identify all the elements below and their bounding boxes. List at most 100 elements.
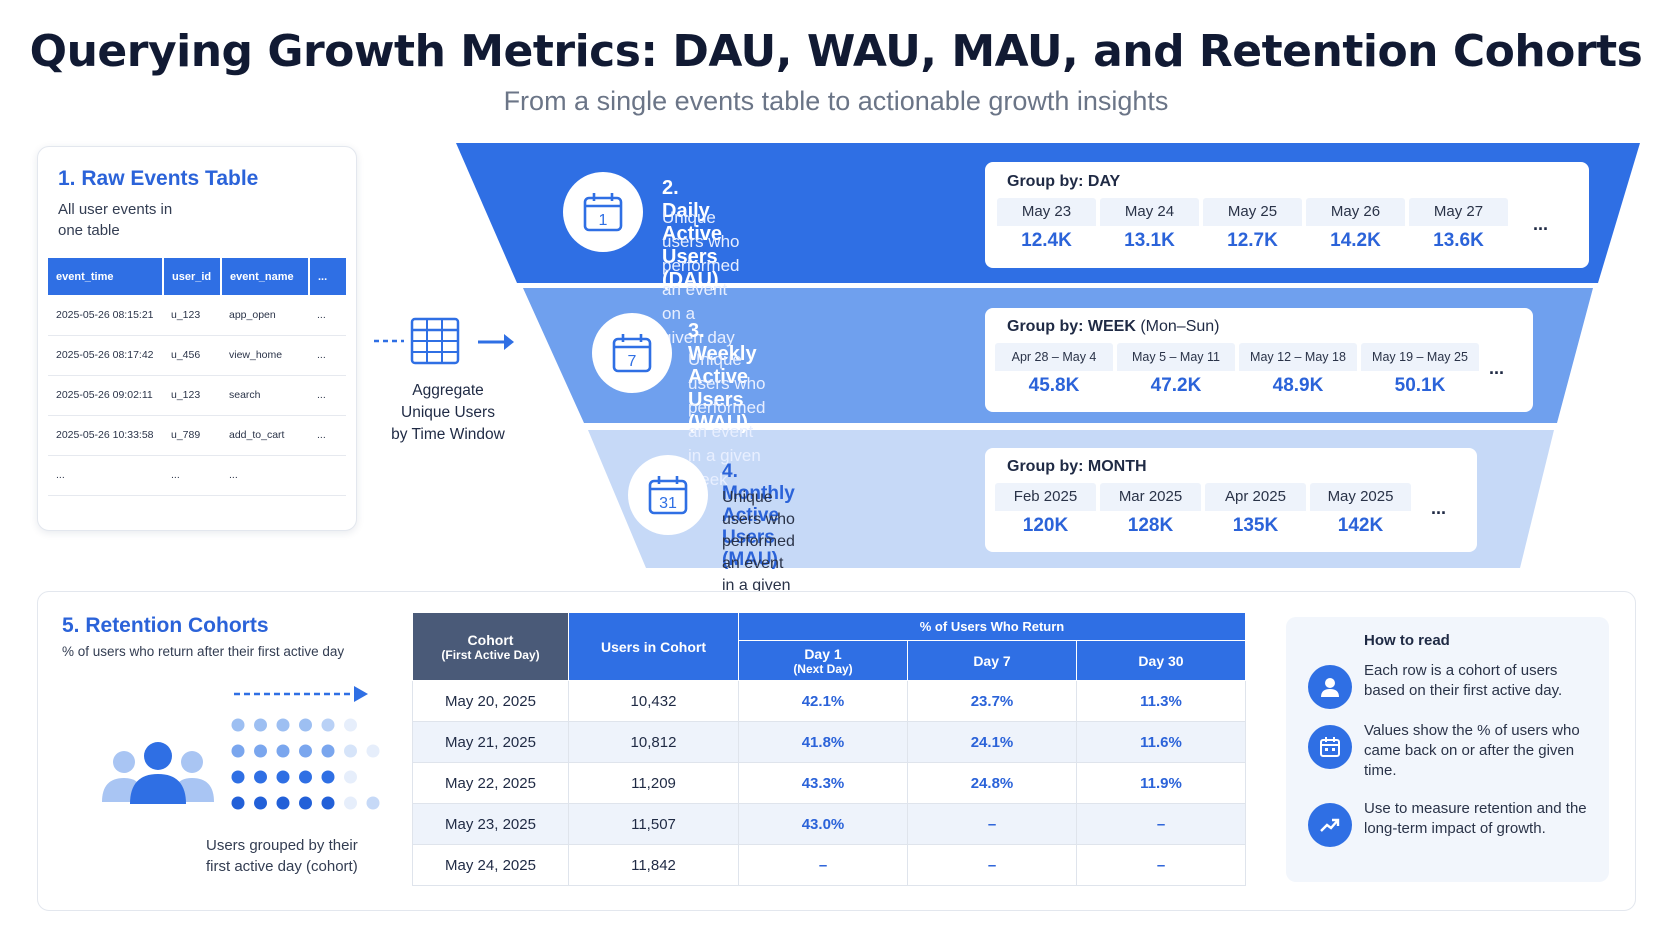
retention-users-cell: 11,507 — [568, 803, 739, 845]
retention-day1-cell: 43.3% — [738, 762, 908, 804]
cohort-dot — [276, 718, 290, 732]
return-group-header: % of Users Who Return — [738, 612, 1246, 641]
cohort-dot — [276, 770, 290, 784]
wau-more: ... — [1489, 358, 1505, 378]
retention-day1-cell: – — [738, 844, 908, 886]
retention-cohort-cell: May 24, 2025 — [412, 844, 569, 886]
column-header: ... — [309, 258, 346, 295]
dau-desc-line: Unique users who performed — [662, 208, 740, 275]
cohort-dot — [344, 770, 357, 784]
mau-group-box: Group by: MONTH Feb 2025 120K Mar 2025 128K… — [985, 448, 1477, 552]
day1-header-label: Day 1 — [804, 645, 842, 662]
wau-period-label: May 12 – May 18 — [1250, 350, 1346, 364]
aggregate-label-line: Unique Users — [401, 404, 495, 421]
cohort-dot — [344, 796, 357, 810]
table-cell: u_123 — [163, 295, 221, 336]
wau-period-label: May 19 – May 25 — [1372, 350, 1468, 364]
column-header: event_time — [48, 258, 164, 295]
dau-metric-cell: May 27 13.6K — [1409, 198, 1508, 256]
wau-metric-cell: May 19 – May 25 50.1K — [1361, 343, 1479, 401]
page-subtitle: From a single events table to actionable… — [503, 86, 1169, 116]
cohort-dot — [321, 770, 335, 784]
wau-cells: Apr 28 – May 4 45.8K May 5 – May 11 47.2K Ma… — [995, 343, 1479, 401]
retention-desc: % of users who return after their first … — [62, 644, 345, 659]
how-to-read-text: Use to measure retention and the long-te… — [1364, 800, 1587, 837]
trend-up-icon — [1308, 803, 1352, 847]
table-cell: 2025-05-26 09:02:11 — [48, 375, 163, 416]
retention-card: 5. Retention Cohorts % of users who retu… — [37, 591, 1636, 911]
cohort-illustration — [102, 686, 380, 810]
table-cell: 2025-05-26 08:15:21 — [48, 295, 163, 336]
dau-period-label: May 23 — [1021, 203, 1072, 220]
dau-metric-cell: May 26 14.2K — [1306, 198, 1405, 256]
wau-group-label: Group by: WEEK (Mon–Sun) — [1007, 318, 1220, 335]
cohort-dot — [299, 718, 312, 732]
column-header: user_id — [163, 258, 222, 295]
retention-day7-cell: 23.7% — [907, 680, 1077, 722]
cohort-dot — [321, 744, 335, 758]
raw-events-desc: All user events in one table — [58, 199, 218, 241]
dau-period-label: May 26 — [1330, 203, 1381, 220]
retention-cohort-cell: May 21, 2025 — [412, 721, 569, 763]
mau-cells: Feb 2025 120K Mar 2025 128K Apr 2025 135K May … — [995, 483, 1411, 541]
day30-header: Day 30 — [1076, 640, 1246, 681]
dau-group-box: Group by: DAY May 23 12.4K May 24 13.1K May … — [985, 162, 1589, 268]
retention-cohort-cell: May 22, 2025 — [412, 762, 569, 804]
cohort-caption-line: Users grouped by their — [206, 837, 358, 854]
retention-day30-cell: – — [1076, 844, 1246, 886]
retention-day1-cell: 42.1% — [738, 680, 908, 722]
table-row: ......... — [48, 455, 346, 496]
svg-text:7: 7 — [628, 353, 637, 370]
retention-day1-cell: 41.8% — [738, 721, 908, 763]
cohort-dot — [276, 796, 290, 810]
dau-metric-cell: May 24 13.1K — [1100, 198, 1199, 256]
cohort-dot — [299, 744, 312, 758]
table-cell: ... — [163, 455, 221, 496]
dau-metric-value: 13.6K — [1409, 226, 1508, 256]
table-cell: view_home — [221, 335, 309, 376]
calendar-day-icon: 1 — [563, 172, 643, 252]
cohort-caption-line: first active day (cohort) — [206, 858, 358, 875]
cohort-dot — [254, 796, 267, 810]
cohort-dot — [231, 796, 245, 810]
dau-more: ... — [1533, 214, 1549, 234]
wau-metric-cell: Apr 28 – May 4 45.8K — [995, 343, 1113, 401]
mau-period-label: Apr 2025 — [1225, 488, 1286, 505]
retention-day7-cell: 24.8% — [907, 762, 1077, 804]
retention-day7-cell: – — [907, 844, 1077, 886]
table-cell: ... — [309, 415, 346, 456]
table-row: 2025-05-26 08:17:42 u_456 view_home... — [48, 335, 346, 376]
svg-text:1: 1 — [599, 212, 608, 229]
table-row: May 22, 2025 11,209 43.3% 24.8% 11.9% — [412, 762, 1246, 804]
wau-desc-line: an event in a given week — [688, 422, 761, 489]
table-row: 2025-05-26 08:15:21 u_123 app_open... — [48, 295, 346, 336]
retention-day30-cell: – — [1076, 803, 1246, 845]
table-row: May 21, 2025 10,812 41.8% 24.1% 11.6% — [412, 721, 1246, 763]
raw-events-title: 1. Raw Events Table — [58, 167, 259, 190]
user-icon — [1308, 665, 1352, 709]
table-cell: 2025-05-26 08:17:42 — [48, 335, 163, 376]
retention-day30-cell: 11.9% — [1076, 762, 1246, 804]
table-grid-icon — [374, 317, 460, 365]
raw-events-card: 1. Raw Events Table All user events in o… — [37, 146, 357, 531]
table-cell: ... — [48, 455, 163, 496]
retention-users-cell: 11,842 — [568, 844, 739, 886]
wau-title: 3. Weekly Active Users (WAU) — [688, 320, 757, 434]
dau-metric-cell: May 25 12.7K — [1203, 198, 1302, 256]
mau-metric-cell: Apr 2025 135K — [1205, 483, 1306, 541]
users-header: Users in Cohort — [568, 612, 739, 681]
users-group-icon — [102, 742, 214, 804]
mau-more: ... — [1431, 498, 1447, 518]
cohort-dot — [344, 744, 357, 758]
cohort-dot — [366, 744, 380, 758]
cohort-dot — [321, 718, 335, 732]
mau-desc-line: Unique users who performed — [722, 489, 795, 550]
wau-desc: Unique users who performed an event in a… — [688, 348, 765, 492]
cohort-dot — [254, 770, 267, 784]
how-to-read-text: Each row is a cohort of users based on t… — [1364, 662, 1563, 699]
raw-events-table: event_time user_id event_name ... 2025-0… — [48, 258, 346, 496]
cohort-dot — [231, 744, 245, 758]
dau-desc: Unique users who performed an event on a… — [662, 206, 739, 350]
retention-day7-cell: 24.1% — [907, 721, 1077, 763]
retention-title: 5. Retention Cohorts — [62, 614, 269, 637]
